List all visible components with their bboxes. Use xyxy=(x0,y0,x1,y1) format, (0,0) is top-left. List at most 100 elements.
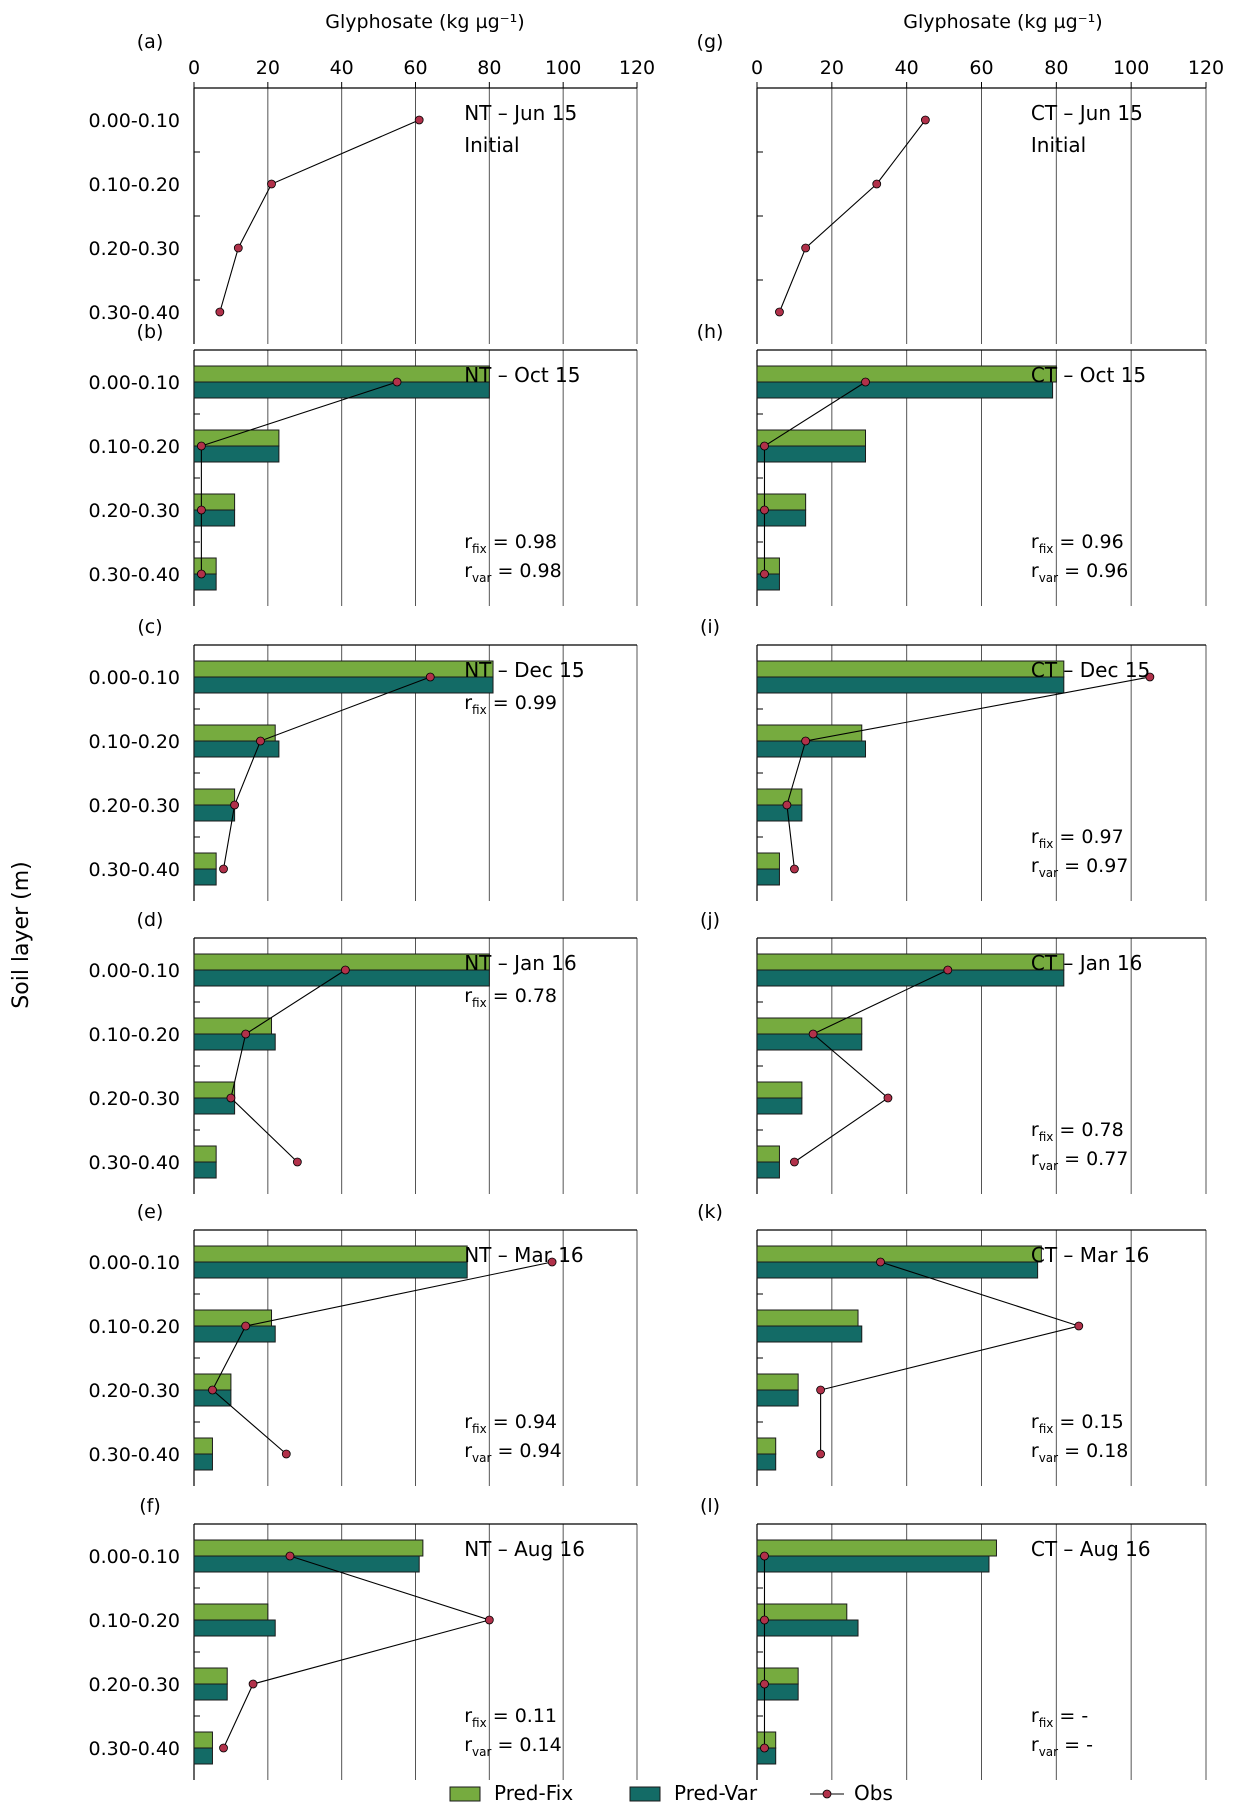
obs-point xyxy=(256,736,265,746)
bar-pred-fix xyxy=(193,1145,217,1163)
panel-k: (k) CT – Mar 16 rfix = 0.15 rvar = 0.18 xyxy=(697,1201,1207,1486)
bar-pred-var xyxy=(193,868,217,886)
x-tick-label: 0 xyxy=(188,57,200,79)
obs-point xyxy=(241,1321,251,1331)
legend-item-var: Pred-Var xyxy=(629,1781,758,1805)
bar-pred-var xyxy=(193,509,236,527)
obs-point xyxy=(760,1551,769,1561)
r-fix-label: rfix = 0.78 xyxy=(464,985,557,1010)
category-label: 0.00-0.10 xyxy=(89,667,180,689)
obs-point xyxy=(219,1743,228,1753)
obs-point xyxy=(267,179,276,189)
bar-pred-var xyxy=(193,676,494,694)
obs-point xyxy=(285,1551,295,1561)
panels: 0 20 40 60 80 100 120 0.00-0.10 0.10-0.20 0.20-0.… xyxy=(89,31,1224,1780)
obs-point xyxy=(340,965,350,975)
bar-pred-fix xyxy=(193,1603,269,1621)
r-fix-label: rfix = 0.94 xyxy=(464,1411,557,1436)
legend-label: Pred-Var xyxy=(674,1781,758,1805)
x-tick-label: 20 xyxy=(820,57,844,79)
obs-point xyxy=(1074,1321,1084,1331)
panel-id-label: (h) xyxy=(697,321,724,343)
obs-point xyxy=(760,441,769,451)
obs-point xyxy=(484,1615,494,1625)
obs-point xyxy=(943,965,953,975)
obs-point xyxy=(1145,672,1155,682)
category-label: 0.20-0.30 xyxy=(89,500,180,522)
r-var-label: rvar = 0.98 xyxy=(464,560,562,585)
bar-pred-var xyxy=(756,969,1065,987)
bar-pred-var xyxy=(756,1033,863,1051)
bar-pred-fix xyxy=(756,660,1065,678)
bar-pred-fix xyxy=(756,1539,997,1557)
category-label: 0.00-0.10 xyxy=(89,1252,180,1274)
r-var-label: rvar = 0.97 xyxy=(1031,855,1129,880)
obs-point xyxy=(808,1029,818,1039)
obs-point xyxy=(760,1679,769,1689)
r-var-label: rvar = 0.77 xyxy=(1031,1148,1129,1173)
bar-pred-var xyxy=(756,1261,1039,1279)
r-var-label: rvar = 0.14 xyxy=(464,1734,562,1759)
category-label: 0.00-0.10 xyxy=(89,960,180,982)
bar-pred-var xyxy=(756,868,780,886)
obs-point xyxy=(872,179,882,189)
obs-point xyxy=(760,1743,769,1753)
panel-title: NT – Dec 15 xyxy=(464,658,584,682)
obs-point xyxy=(801,736,811,746)
bar-pred-var xyxy=(756,804,803,822)
r-fix-label: rfix = - xyxy=(1031,1705,1088,1730)
obs-line xyxy=(223,1555,492,1749)
y-axis-title: Soil layer (m) xyxy=(9,861,34,1008)
bar-pred-fix xyxy=(193,953,490,971)
category-label: 0.00-0.10 xyxy=(89,1546,180,1568)
legend: Pred-Fix Pred-Var Obs xyxy=(449,1781,893,1805)
obs-line xyxy=(230,969,346,1163)
obs-point xyxy=(861,377,870,387)
x-tick-label: 60 xyxy=(403,57,427,79)
bar-pred-var xyxy=(193,1097,236,1115)
x-tick-label: 100 xyxy=(1113,57,1149,79)
panel-id-label: (g) xyxy=(697,31,724,53)
obs-point xyxy=(816,1385,826,1395)
r-var-label: rvar = - xyxy=(1031,1734,1093,1759)
x-tick-label: 60 xyxy=(969,57,993,79)
bar-pred-var xyxy=(193,804,236,822)
bar-pred-var xyxy=(193,1747,213,1765)
bar-pred-var xyxy=(193,1033,276,1051)
panel-title: CT – Mar 16 xyxy=(1031,1243,1149,1267)
bar-pred-var xyxy=(756,1683,799,1701)
legend-swatch xyxy=(629,1786,661,1802)
bar-pred-fix xyxy=(756,557,780,575)
panel-id-label: (i) xyxy=(700,616,720,638)
bar-pred-fix xyxy=(193,788,236,806)
bar-pred-var xyxy=(756,509,807,527)
r-fix-label: rfix = 0.11 xyxy=(464,1705,557,1730)
bar-pred-var xyxy=(756,445,867,463)
panel-id-label: (j) xyxy=(700,909,720,931)
panel-c: 0.00-0.10 0.10-0.20 0.20-0.30 0.30-0.40 (c) N… xyxy=(89,616,638,901)
x-tick-label: 0 xyxy=(751,57,763,79)
category-label: 0.20-0.30 xyxy=(89,238,180,260)
obs-point xyxy=(790,864,799,874)
category-label: 0.30-0.40 xyxy=(89,1444,180,1466)
r-fix-label: rfix = 0.78 xyxy=(1031,1119,1124,1144)
bar-pred-fix xyxy=(193,1539,424,1557)
bar-pred-var xyxy=(193,1619,276,1637)
bar-pred-fix xyxy=(193,1731,213,1749)
obs-point xyxy=(876,1257,885,1267)
r-fix-label: rfix = 0.97 xyxy=(1031,826,1124,851)
panel-a: 0 20 40 60 80 100 120 0.00-0.10 0.10-0.20 0.20-0.… xyxy=(89,31,655,344)
x-tick-label: 100 xyxy=(545,57,581,79)
bar-pred-fix xyxy=(756,1017,863,1035)
bar-pred-fix xyxy=(193,1017,273,1035)
legend-label: Obs xyxy=(854,1781,893,1805)
x-axis-title-right: Glyphosate (kg µg⁻¹) xyxy=(903,11,1102,33)
category-label: 0.30-0.40 xyxy=(89,564,180,586)
obs-point xyxy=(790,1157,799,1167)
bar-pred-fix xyxy=(756,429,867,447)
category-label: 0.10-0.20 xyxy=(89,436,180,458)
category-label: 0.20-0.30 xyxy=(89,795,180,817)
panel-i: (i) CT – Dec 15 rfix = 0.97 rvar = 0.97 xyxy=(700,616,1207,901)
bar-pred-var xyxy=(756,1161,780,1179)
